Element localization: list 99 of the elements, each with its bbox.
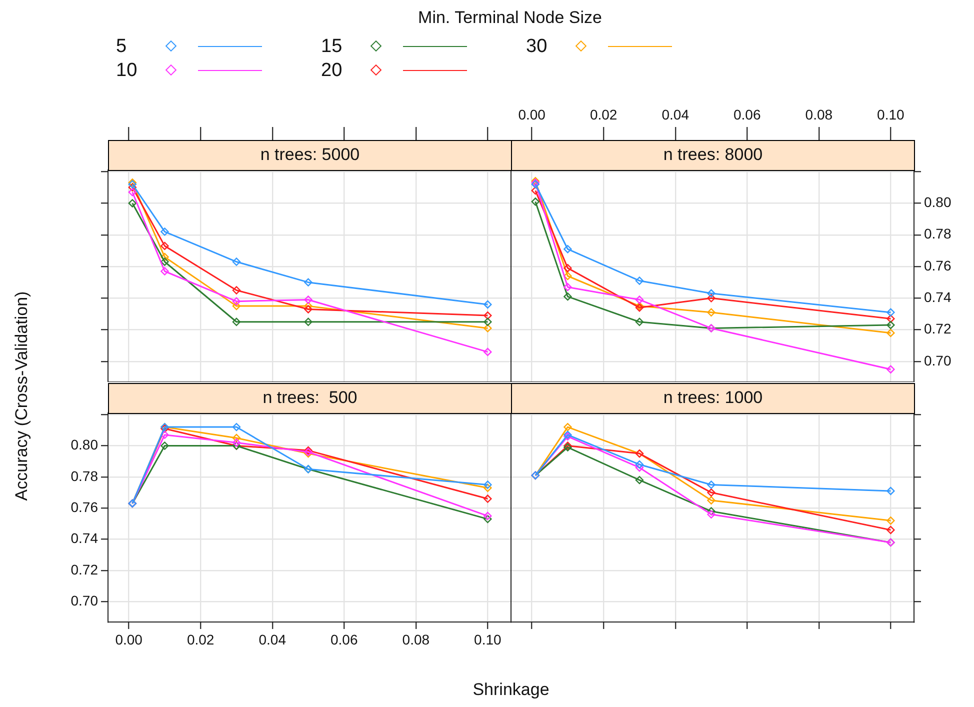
point: [304, 278, 312, 286]
y-tick-label: 0.70: [924, 352, 952, 368]
point: [635, 476, 644, 484]
point: [484, 324, 492, 332]
y-tick-label: 0.72: [70, 561, 98, 578]
point: [707, 480, 716, 489]
x-tick-label: 0.00: [518, 106, 546, 122]
point: [484, 348, 492, 356]
x-tick-label: 0.04: [258, 631, 286, 648]
point: [484, 318, 492, 326]
point: [304, 318, 312, 326]
point: [484, 300, 492, 309]
point: [886, 320, 895, 330]
point: [160, 252, 169, 262]
x-tick-label: 0.10: [877, 106, 905, 122]
point: [635, 460, 644, 469]
x-tick-label: 0.06: [734, 106, 761, 122]
point: [635, 318, 644, 326]
point: [160, 430, 169, 439]
point: [564, 282, 572, 292]
x-tick-label: 0.10: [474, 631, 502, 648]
point: [160, 258, 169, 266]
point: [707, 308, 716, 316]
point: [484, 484, 492, 492]
point: [160, 228, 169, 236]
y-tick-label: 0.76: [70, 499, 98, 515]
legend-label: 30: [526, 36, 548, 58]
point: [160, 267, 169, 276]
point: [707, 294, 716, 302]
point: [886, 486, 895, 496]
point: [564, 422, 572, 432]
point: [232, 297, 241, 306]
legend-label: 5: [116, 36, 127, 58]
point: [232, 258, 241, 266]
point: [484, 480, 492, 489]
x-tick-label: 0.06: [330, 631, 358, 648]
point: [886, 328, 895, 338]
legend-label: 10: [116, 60, 138, 82]
point: [304, 296, 312, 304]
point: [232, 434, 241, 442]
x-tick-label: 0.02: [590, 106, 618, 122]
point: [484, 311, 492, 320]
y-tick-label: 0.78: [70, 468, 98, 484]
x-tick-label: 0.02: [186, 631, 214, 648]
point: [564, 245, 572, 254]
chart-title: n trees: 8000: [511, 140, 915, 171]
point: [635, 276, 644, 285]
y-tick-label: 0.70: [70, 592, 98, 609]
point: [886, 365, 895, 374]
point: [128, 199, 137, 208]
point: [564, 264, 572, 272]
point: [635, 463, 644, 472]
point: [304, 305, 312, 314]
point: [707, 488, 716, 497]
y-tick-label: 0.78: [924, 226, 952, 242]
point: [564, 272, 572, 280]
y-tick-label: 0.80: [70, 436, 98, 453]
y-tick-label: 0.80: [924, 194, 952, 210]
point: [232, 286, 241, 294]
x-tick-label: 0.00: [115, 631, 143, 648]
point: [886, 314, 895, 323]
point: [160, 242, 169, 250]
point: [635, 296, 644, 304]
point: [886, 526, 895, 534]
point: [707, 507, 716, 516]
point: [484, 494, 492, 503]
point: [707, 496, 716, 504]
point: [232, 422, 241, 432]
point: [232, 302, 241, 310]
x-axis-title: Shrinkage: [472, 680, 550, 700]
point: [128, 188, 137, 196]
y-tick-label: 0.74: [924, 289, 952, 306]
y-tick-label: 0.74: [70, 530, 98, 546]
point: [128, 183, 137, 192]
x-tick-label: 0.04: [662, 106, 690, 122]
x-tick-label: 0.08: [402, 631, 430, 648]
point: [886, 516, 895, 525]
legend-title: Min. Terminal Node Size: [418, 8, 602, 28]
point: [886, 308, 895, 316]
point: [707, 510, 716, 518]
legend-label: 15: [321, 36, 342, 58]
point: [707, 289, 716, 298]
chart-title: n trees: 5000: [108, 140, 512, 171]
point: [160, 442, 169, 450]
point: [484, 514, 492, 524]
y-axis-title: Accuracy (Cross-Validation): [12, 291, 32, 501]
x-tick-label: 0.08: [805, 106, 833, 122]
y-tick-label: 0.76: [924, 257, 952, 274]
point: [232, 438, 241, 447]
point: [531, 198, 540, 206]
point: [564, 292, 572, 301]
chart-title: n trees: 1000: [511, 383, 915, 414]
y-tick-label: 0.72: [924, 320, 952, 337]
chart-title: n trees: 500: [108, 383, 512, 414]
point: [232, 318, 241, 326]
point: [304, 302, 312, 310]
point: [531, 186, 540, 195]
point: [484, 512, 492, 520]
legend-label: 20: [321, 60, 342, 82]
